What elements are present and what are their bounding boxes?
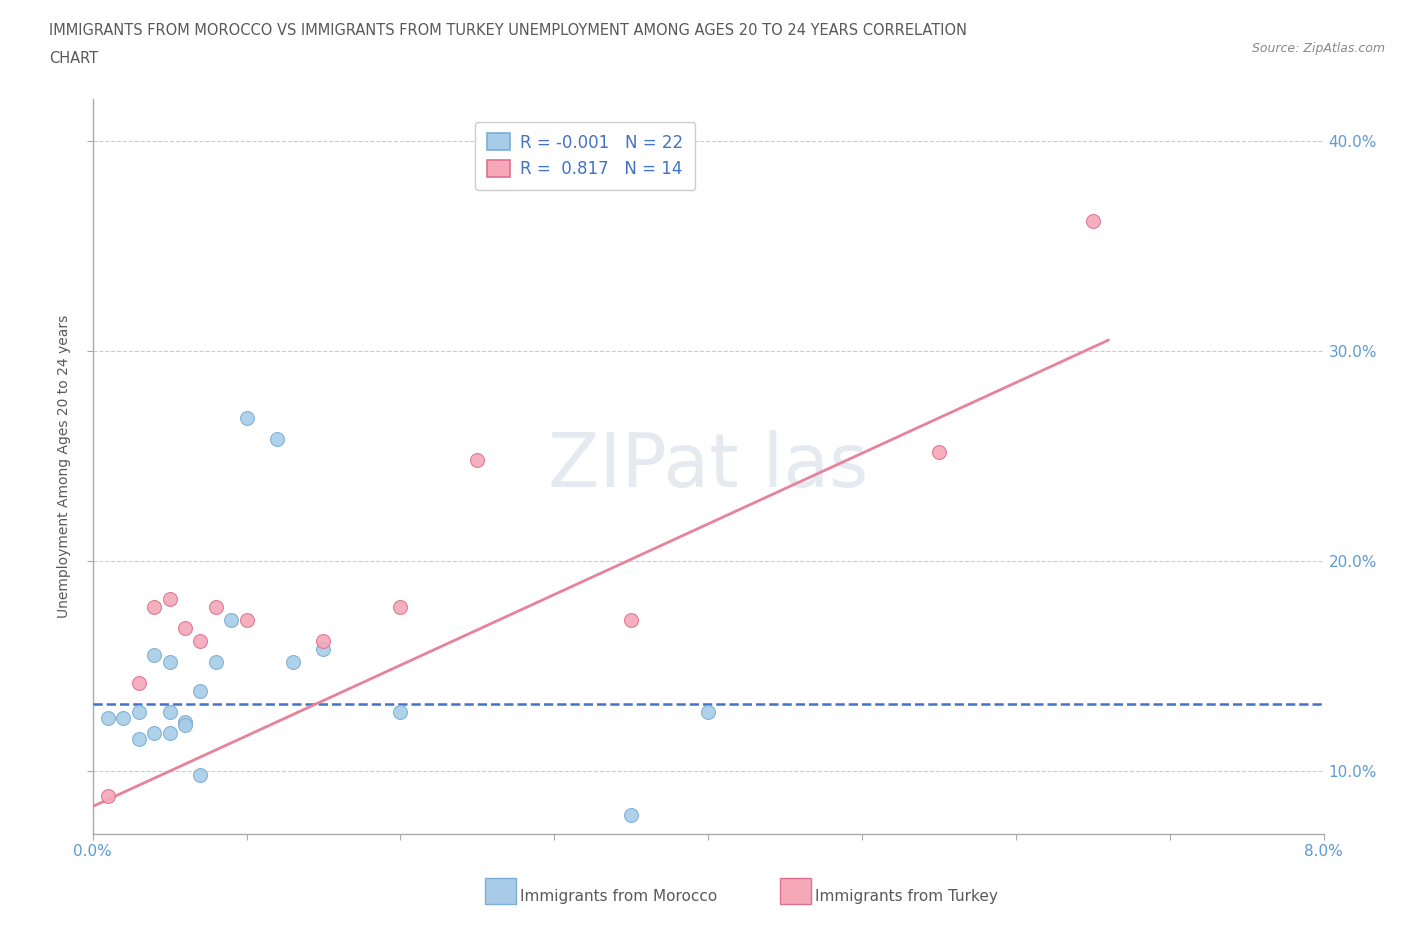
Point xyxy=(190,684,212,698)
Point xyxy=(1081,213,1104,228)
Point xyxy=(312,633,335,648)
Point xyxy=(204,654,226,669)
Point xyxy=(159,654,181,669)
Point xyxy=(928,445,950,459)
Point xyxy=(174,620,197,635)
Text: ZIPat las: ZIPat las xyxy=(548,430,869,503)
Point xyxy=(143,725,166,740)
Point xyxy=(697,705,720,720)
Point xyxy=(143,648,166,663)
Point xyxy=(620,807,643,822)
Point xyxy=(190,633,212,648)
Point xyxy=(235,410,257,425)
Legend: R = -0.001   N = 22, R =  0.817   N = 14: R = -0.001 N = 22, R = 0.817 N = 14 xyxy=(475,122,695,190)
Text: Immigrants from Morocco: Immigrants from Morocco xyxy=(520,889,717,904)
Point xyxy=(143,600,166,615)
Point xyxy=(266,432,288,446)
Point xyxy=(219,612,242,627)
Point xyxy=(235,612,257,627)
Point xyxy=(620,612,643,627)
Point xyxy=(389,705,412,720)
Point xyxy=(128,732,150,747)
Point xyxy=(467,453,489,468)
Text: Immigrants from Turkey: Immigrants from Turkey xyxy=(815,889,998,904)
Point xyxy=(281,654,304,669)
Point xyxy=(190,767,212,782)
Text: Source: ZipAtlas.com: Source: ZipAtlas.com xyxy=(1251,42,1385,55)
Point xyxy=(389,600,412,615)
Point xyxy=(204,600,226,615)
Bar xyxy=(485,878,516,904)
Point xyxy=(159,591,181,606)
Point xyxy=(159,705,181,720)
Point xyxy=(97,711,120,725)
Y-axis label: Unemployment Among Ages 20 to 24 years: Unemployment Among Ages 20 to 24 years xyxy=(58,314,72,618)
Point xyxy=(128,675,150,690)
Text: IMMIGRANTS FROM MOROCCO VS IMMIGRANTS FROM TURKEY UNEMPLOYMENT AMONG AGES 20 TO : IMMIGRANTS FROM MOROCCO VS IMMIGRANTS FR… xyxy=(49,23,967,38)
Point xyxy=(97,789,120,804)
Point xyxy=(128,705,150,720)
Bar xyxy=(780,878,811,904)
Text: CHART: CHART xyxy=(49,51,98,66)
Point xyxy=(112,711,135,725)
Point xyxy=(312,642,335,657)
Point xyxy=(159,725,181,740)
Point xyxy=(174,717,197,732)
Point xyxy=(174,715,197,730)
